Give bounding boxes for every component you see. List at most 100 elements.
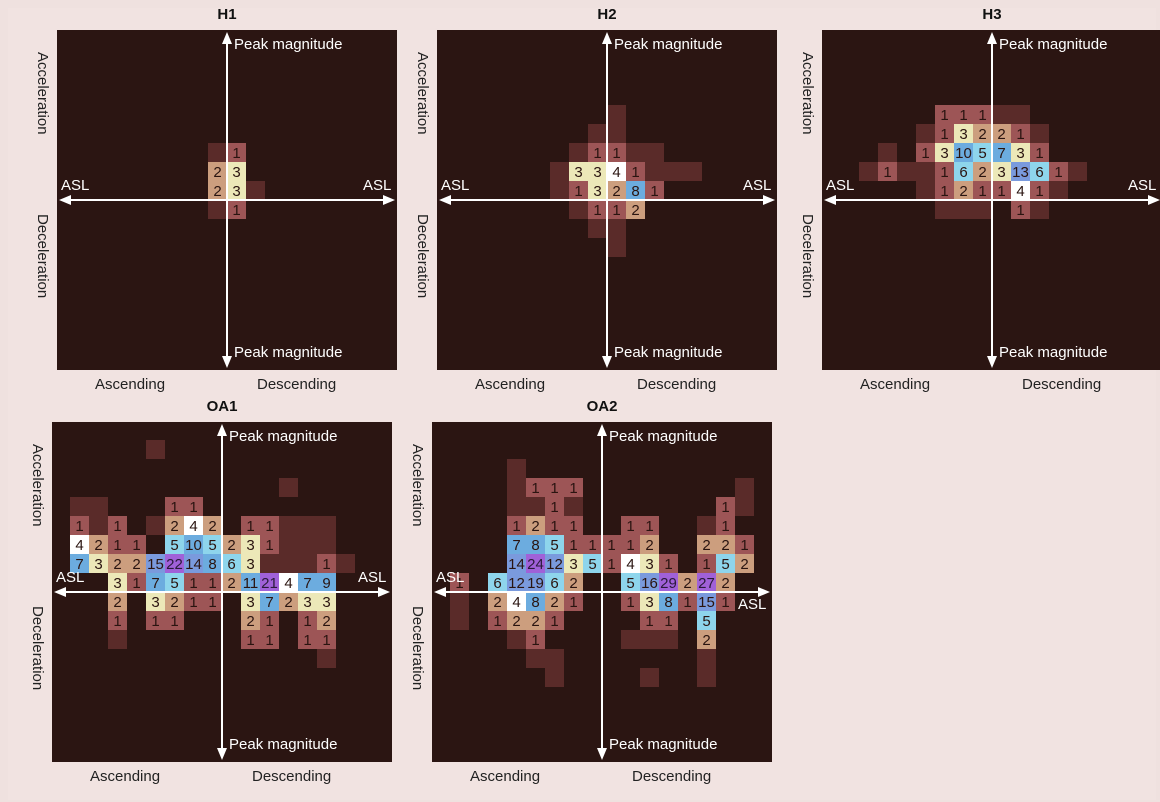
heatmap-cell-value: 1 bbox=[512, 518, 520, 535]
heatmap-cell-value: 1 bbox=[612, 145, 620, 162]
heatmap-cell bbox=[545, 478, 564, 497]
heatmap-cell-value: 1 bbox=[574, 183, 582, 200]
heatmap-cell bbox=[526, 535, 545, 554]
heatmap-cell bbox=[545, 611, 564, 630]
heatmap-cell bbox=[716, 497, 735, 516]
heatmap-cell-value: 3 bbox=[593, 164, 601, 181]
heatmap-cell bbox=[545, 516, 564, 535]
heatmap-cell-value: 3 bbox=[322, 594, 330, 611]
descending-label: Descending bbox=[1022, 376, 1102, 393]
heatmap-cell-value: 5 bbox=[208, 537, 216, 554]
heatmap-cell bbox=[659, 630, 678, 649]
heatmap-cell-value: 1 bbox=[612, 202, 620, 219]
heatmap-cell-value: 5 bbox=[978, 145, 986, 162]
heatmap-cell bbox=[165, 535, 184, 554]
heatmap-cell bbox=[588, 124, 607, 143]
heatmap-cell bbox=[545, 573, 564, 592]
heatmap-cell bbox=[621, 554, 640, 573]
descending-label: Descending bbox=[257, 376, 337, 393]
heatmap-cell-value: 1 bbox=[208, 594, 216, 611]
heatmap-cell-value: 1 bbox=[940, 164, 948, 181]
ascending-label: Ascending bbox=[95, 376, 166, 393]
heatmap-cell-value: 2 bbox=[631, 202, 639, 219]
ascending-label: Ascending bbox=[470, 768, 541, 785]
heatmap-cell bbox=[507, 611, 526, 630]
heatmap-cell-value: 3 bbox=[246, 556, 254, 573]
heatmap-cell-value: 9 bbox=[322, 575, 330, 592]
heatmap-cell bbox=[697, 554, 716, 573]
heatmap-cell bbox=[279, 573, 298, 592]
heatmap-cell bbox=[607, 200, 626, 219]
heatmap-cell-value: 7 bbox=[151, 575, 159, 592]
heatmap-cell-value: 3 bbox=[997, 164, 1005, 181]
heatmap-cell-value: 1 bbox=[588, 537, 596, 554]
heatmap-cell-value: 3 bbox=[151, 594, 159, 611]
heatmap-cell-value: 1 bbox=[265, 518, 273, 535]
heatmap-cell-value: 2 bbox=[94, 537, 102, 554]
heatmap-cell bbox=[260, 516, 279, 535]
heatmap-cell bbox=[526, 497, 545, 516]
heatmap-cell bbox=[992, 162, 1011, 181]
heatmap-cell-value: 6 bbox=[1035, 164, 1043, 181]
heatmap-cell-value: 15 bbox=[698, 594, 715, 611]
heatmap-cell bbox=[108, 554, 127, 573]
heatmap-cell bbox=[260, 592, 279, 611]
heatmap-cell bbox=[241, 611, 260, 630]
asl-label-left: ASL bbox=[56, 569, 85, 586]
heatmap-cell bbox=[621, 630, 640, 649]
heatmap-cell bbox=[127, 535, 146, 554]
heatmap-cell-value: 8 bbox=[531, 594, 539, 611]
heatmap-cell bbox=[260, 535, 279, 554]
heatmap-cell-value: 11 bbox=[243, 575, 259, 592]
heatmap-cell bbox=[1030, 124, 1049, 143]
heatmap-cell bbox=[588, 219, 607, 238]
heatmap-cell bbox=[184, 573, 203, 592]
heatmap-cell bbox=[992, 124, 1011, 143]
heatmap-cell bbox=[697, 516, 716, 535]
descending-label: Descending bbox=[632, 768, 712, 785]
heatmap-cell-value: 3 bbox=[959, 126, 967, 143]
heatmap-cell bbox=[916, 181, 935, 200]
heatmap-cell bbox=[146, 554, 165, 573]
heatmap-cell bbox=[716, 516, 735, 535]
heatmap-cell-value: 1 bbox=[132, 575, 140, 592]
heatmap-cell bbox=[640, 611, 659, 630]
heatmap-cell bbox=[70, 554, 89, 573]
heatmap-cell bbox=[526, 554, 545, 573]
heatmap-cell-value: 1 bbox=[303, 632, 311, 649]
heatmap-cell bbox=[317, 649, 336, 668]
heatmap-cell-value: 1 bbox=[645, 613, 653, 630]
heatmap-cell-value: 1 bbox=[978, 183, 986, 200]
heatmap-cell-value: 5 bbox=[702, 613, 710, 630]
axis-arrowhead bbox=[987, 32, 997, 44]
panel-h3: H3 1 1 1 1 3 2 2 1 1 3 10 5 7 3 1 1 1 6 2 3 13 6 1 1 2 1 1 4 1 1 Peak m… bbox=[799, 6, 1160, 406]
heatmap-cell-value: 2 bbox=[113, 556, 121, 573]
heatmap-cell-value: 2 bbox=[284, 594, 292, 611]
heatmap-cell bbox=[526, 611, 545, 630]
heatmap-cell bbox=[227, 200, 246, 219]
acceleration-label: Acceleration bbox=[409, 444, 426, 527]
heatmap-cell bbox=[716, 554, 735, 573]
heatmap-plot: 1 1 1 1 1 1 2 1 1 1 1 1 7 8 5 1 1 1 1 2 2 2 1 14 24 12 3 5 1 4 3 1 1 5 2 1 6… bbox=[432, 422, 772, 762]
heatmap-cell bbox=[203, 554, 222, 573]
heatmap-cell-value: 3 bbox=[593, 183, 601, 200]
asl-label-right: ASL bbox=[743, 177, 772, 194]
heatmap-cell bbox=[1049, 162, 1068, 181]
heatmap-cell bbox=[973, 181, 992, 200]
heatmap-cell-value: 1 bbox=[189, 499, 197, 516]
heatmap-cell-value: 2 bbox=[550, 594, 558, 611]
heatmap-cell-value: 1 bbox=[232, 145, 240, 162]
heatmap-cell bbox=[450, 592, 469, 611]
heatmap-cell bbox=[241, 535, 260, 554]
heatmap-cell bbox=[241, 554, 260, 573]
heatmap-cell bbox=[1011, 181, 1030, 200]
heatmap-cell-value: 6 bbox=[493, 575, 501, 592]
heatmap-cell-value: 6 bbox=[227, 556, 235, 573]
heatmap-cell-value: 4 bbox=[75, 537, 83, 554]
heatmap-cell bbox=[279, 478, 298, 497]
heatmap-cell bbox=[626, 181, 645, 200]
heatmap-svg: 12 32 31 bbox=[59, 32, 395, 368]
heatmap-cell bbox=[626, 162, 645, 181]
heatmap-cell-value: 1 bbox=[531, 632, 539, 649]
asl-label-left: ASL bbox=[61, 177, 90, 194]
